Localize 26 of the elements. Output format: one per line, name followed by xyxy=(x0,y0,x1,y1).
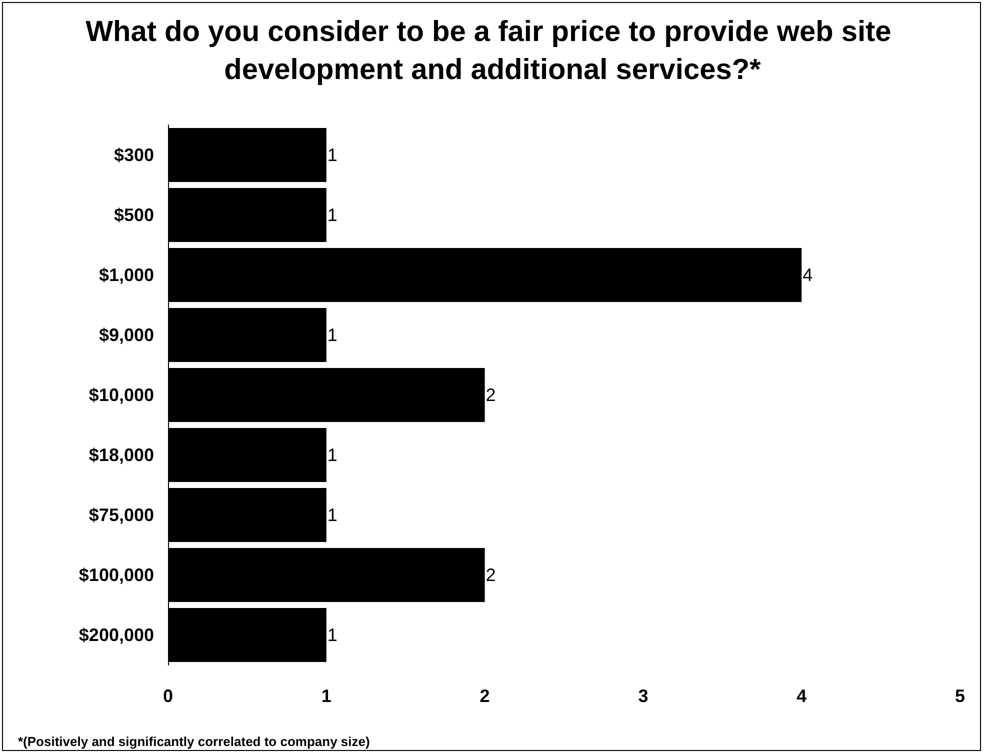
chart-title: What do you consider to be a fair price to provide web site development and additional services?* xyxy=(86,16,900,86)
x-tick-label: 3 xyxy=(638,686,648,706)
data-label: 2 xyxy=(486,385,496,405)
y-tick-label: $75,000 xyxy=(88,505,154,525)
data-label: 1 xyxy=(327,145,338,165)
x-tick-label: 1 xyxy=(321,686,332,706)
data-label: 1 xyxy=(327,205,338,225)
x-tick-label: 4 xyxy=(796,686,807,706)
y-tick-label: $500 xyxy=(114,205,154,225)
y-tick-label: $10,000 xyxy=(88,385,154,405)
data-label: 1 xyxy=(327,445,338,465)
data-label: 4 xyxy=(802,265,813,285)
data-label: 1 xyxy=(327,625,338,645)
text: *(Positively and significantly correlated to company size) xyxy=(18,734,370,749)
x-tick-label: 0 xyxy=(162,686,174,706)
y-tick-label: $100,000 xyxy=(78,565,154,585)
y-tick-label: $18,000 xyxy=(88,445,154,465)
x-tick-label: 5 xyxy=(954,686,966,706)
x-tick-label: 2 xyxy=(480,686,490,706)
data-label: 2 xyxy=(486,565,496,585)
data-label: 1 xyxy=(327,505,338,525)
y-tick-label: $1,000 xyxy=(98,265,154,285)
y-tick-label: $200,000 xyxy=(78,625,154,645)
y-tick-label: $300 xyxy=(114,145,154,165)
data-label: 1 xyxy=(327,325,338,345)
y-tick-label: $9,000 xyxy=(98,325,154,345)
